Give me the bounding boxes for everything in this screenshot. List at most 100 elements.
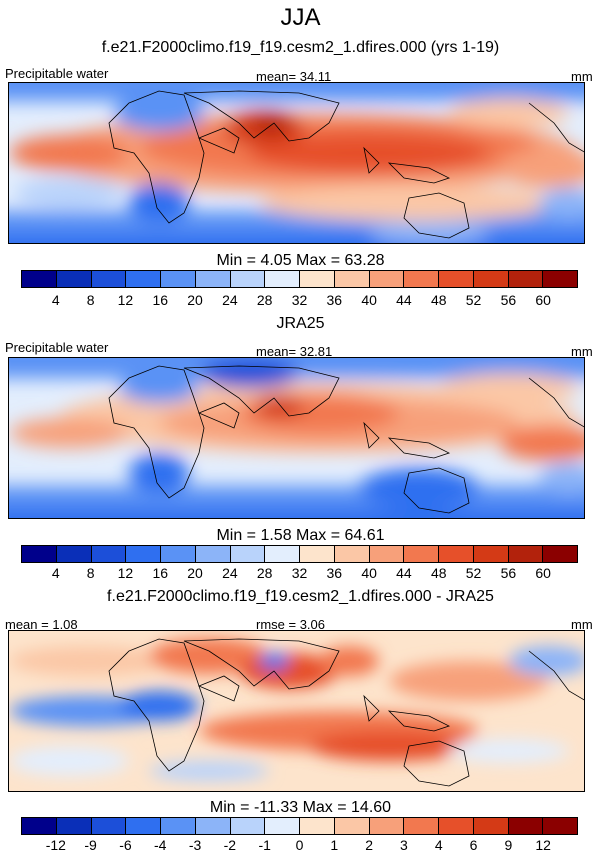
panel2-coastlines	[108, 365, 584, 514]
colorbar-tick-label: 60	[535, 565, 551, 581]
panel2-minmax: Min = 1.58 Max = 64.61	[216, 527, 385, 544]
colorbar-tick-label: 12	[117, 565, 134, 581]
colorbar-swatch	[334, 546, 370, 562]
panel1-colorbar-ticks: 4 8 12 16 20 24 28 32 36 40 44 48 52 56 60	[21, 292, 578, 308]
colorbar-tick-label: -12	[45, 837, 66, 853]
colorbar-tick-label: 52	[465, 292, 482, 308]
colorbar-swatch	[439, 818, 474, 834]
colorbar-tick-label: 2	[365, 837, 374, 853]
colorbar-swatch	[195, 271, 231, 287]
colorbar-swatch	[265, 546, 300, 562]
colorbar-tick-label: 4	[434, 837, 443, 853]
colorbar-tick-label: 28	[256, 565, 273, 581]
season-title: JJA	[280, 4, 321, 31]
panel1-units: mm	[571, 69, 593, 84]
colorbar-swatch	[300, 546, 335, 562]
colorbar-tick-label: 44	[396, 292, 412, 308]
colorbar-swatch	[161, 818, 196, 834]
panel2-title: JRA25	[276, 315, 325, 332]
colorbar-swatch	[56, 818, 92, 834]
panel2-colorbar-ticks: 4 8 12 16 20 24 28 32 36 40 44 48 52 56 60	[21, 565, 578, 581]
colorbar-tick-label: 1	[330, 837, 339, 853]
colorbar-swatch	[161, 271, 196, 287]
colorbar-tick-label: 0	[295, 837, 304, 853]
colorbar-swatch	[543, 818, 577, 834]
colorbar-tick-label: 52	[465, 565, 482, 581]
panel1-title: f.e21.F2000climo.f19_f19.cesm2_1.dfires.…	[101, 39, 500, 56]
colorbar-swatch	[508, 271, 544, 287]
colorbar-tick-label: 6	[469, 837, 478, 853]
panel3-title: f.e21.F2000climo.f19_f19.cesm2_1.dfires.…	[107, 588, 494, 605]
colorbar-tick-label: 4	[51, 565, 60, 581]
colorbar-swatch	[56, 271, 92, 287]
colorbar-tick-label: 32	[291, 292, 308, 308]
colorbar-swatch	[300, 271, 335, 287]
colorbar-tick-label: 12	[535, 837, 551, 853]
colorbar-tick-label: 56	[500, 292, 517, 308]
colorbar-tick-label: 24	[222, 292, 238, 308]
colorbar-swatch	[126, 271, 161, 287]
panel2-map	[8, 357, 585, 519]
panel2-units: mm	[571, 344, 593, 359]
colorbar-swatch	[473, 271, 509, 287]
colorbar-tick-label: 9	[504, 837, 513, 853]
panel1-map	[8, 82, 585, 244]
colorbar-swatch	[334, 271, 370, 287]
colorbar-swatch	[22, 818, 57, 834]
panel3-coastlines	[108, 638, 584, 787]
colorbar-swatch	[161, 546, 196, 562]
colorbar-swatch	[369, 818, 405, 834]
colorbar-tick-label: 16	[152, 292, 169, 308]
colorbar-swatch	[508, 818, 544, 834]
panel1-colorbar	[21, 270, 578, 288]
colorbar-swatch	[404, 271, 439, 287]
colorbar-swatch	[126, 818, 161, 834]
colorbar-swatch	[439, 271, 474, 287]
colorbar-tick-label: -6	[119, 837, 132, 853]
colorbar-tick-label: 44	[396, 565, 412, 581]
colorbar-tick-label: 60	[535, 292, 551, 308]
colorbar-tick-label: -1	[258, 837, 271, 853]
colorbar-tick-label: 48	[430, 565, 447, 581]
colorbar-swatch	[91, 271, 127, 287]
colorbar-swatch	[195, 818, 231, 834]
panel3-mean-label: mean = 1.08	[5, 617, 78, 632]
colorbar-swatch	[22, 546, 57, 562]
panel3-rmse-label: rmse = 3.06	[256, 617, 326, 632]
panel1-coastlines	[108, 90, 584, 239]
panel3-minmax: Min = -11.33 Max = 14.60	[209, 799, 392, 816]
colorbar-swatch	[230, 271, 266, 287]
colorbar-tick-label: 36	[326, 565, 343, 581]
colorbar-swatch	[439, 546, 474, 562]
colorbar-swatch	[543, 546, 577, 562]
colorbar-tick-label: 8	[86, 292, 95, 308]
colorbar-tick-label: 16	[152, 565, 169, 581]
colorbar-tick-label: 20	[187, 565, 203, 581]
panel2-colorbar	[21, 545, 578, 563]
panel3-colorbar	[21, 817, 578, 835]
colorbar-swatch	[473, 818, 509, 834]
colorbar-swatch	[404, 546, 439, 562]
colorbar-swatch	[195, 546, 231, 562]
colorbar-swatch	[508, 546, 544, 562]
colorbar-tick-label: 4	[51, 292, 60, 308]
colorbar-tick-label: -3	[188, 837, 202, 853]
colorbar-swatch	[404, 818, 439, 834]
colorbar-tick-label: 40	[361, 292, 377, 308]
colorbar-swatch	[473, 546, 509, 562]
colorbar-tick-label: 8	[86, 565, 95, 581]
panel1-minmax: Min = 4.05 Max = 63.28	[216, 252, 385, 269]
colorbar-swatch	[369, 546, 405, 562]
panel1-variable-label: Precipitable water	[5, 66, 109, 81]
colorbar-swatch	[22, 271, 57, 287]
panel2-mean-label: mean= 32.81	[256, 344, 333, 359]
colorbar-swatch	[56, 546, 92, 562]
colorbar-tick-label: -4	[154, 837, 167, 853]
colorbar-tick-label: 36	[326, 292, 343, 308]
colorbar-swatch	[91, 546, 127, 562]
colorbar-tick-label: 12	[117, 292, 134, 308]
colorbar-tick-label: 3	[400, 837, 408, 853]
panel3-units: mm	[571, 617, 593, 632]
panel2-variable-label: Precipitable water	[5, 340, 109, 355]
colorbar-swatch	[126, 546, 161, 562]
